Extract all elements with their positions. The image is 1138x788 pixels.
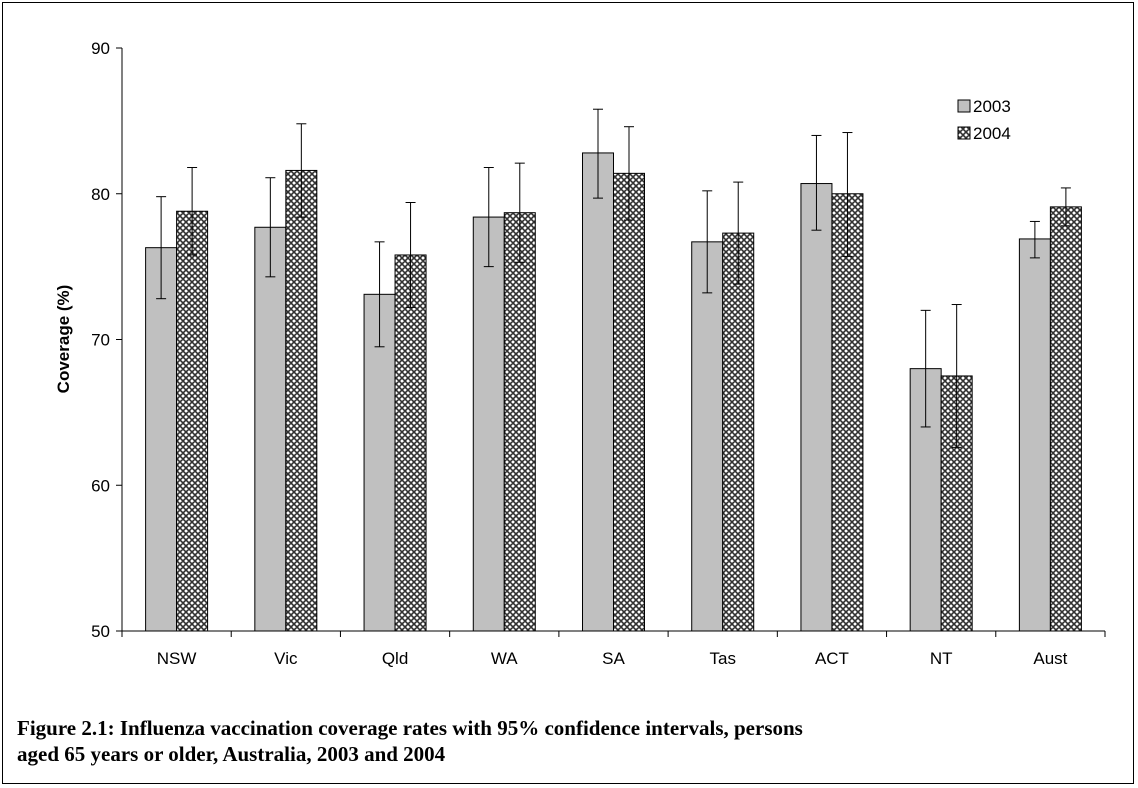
- legend: 2003 2004: [957, 97, 1011, 143]
- bar-2004-NT: [940, 375, 973, 632]
- bar-2003-ACT: [800, 183, 833, 632]
- x-tick-label: NT: [930, 649, 953, 668]
- x-tick-label: Tas: [709, 649, 735, 668]
- bar-2004-WA: [503, 212, 536, 632]
- x-labels-layer: NSW Vic Qld WA SA Tas ACT NT Aust: [121, 631, 1106, 668]
- bar-2004-Aust: [1049, 206, 1082, 632]
- bar-2003-WA: [472, 216, 505, 632]
- y-tick-label: 70: [91, 331, 110, 350]
- bar-2003-SA: [582, 152, 614, 632]
- bar-2003-Aust: [1018, 238, 1051, 632]
- bar-2003-Vic: [254, 226, 287, 632]
- x-tick-label: WA: [491, 649, 518, 668]
- x-tick-label: NSW: [157, 649, 197, 668]
- x-tick-label: Aust: [1033, 649, 1067, 668]
- bar-2004-SA: [613, 172, 645, 632]
- bar-2003-Qld: [363, 293, 396, 632]
- legend-label-2004: 2004: [973, 124, 1011, 143]
- bar-chart: 50 60 70 80 90 NSW Vic Qld WA SA Tas ACT NT Aust Cov…: [54, 39, 1106, 668]
- y-tick-label: 90: [91, 39, 110, 58]
- bar-2003-NSW: [145, 247, 178, 632]
- x-tick-label: ACT: [815, 649, 849, 668]
- bar-2004-ACT: [831, 193, 864, 632]
- bars-layer: [145, 152, 1082, 632]
- y-tick-label: 50: [91, 622, 110, 641]
- legend-swatch-2004: [957, 126, 971, 140]
- bar-2004-Vic: [285, 169, 318, 632]
- legend-label-2003: 2003: [973, 97, 1011, 116]
- caption-line-1: Figure 2.1: Influenza vaccination covera…: [17, 716, 803, 740]
- error-bars-layer: [156, 108, 1071, 448]
- figure-caption: Figure 2.1: Influenza vaccination covera…: [17, 715, 1117, 767]
- caption-line-2: aged 65 years or older, Australia, 2003 …: [17, 742, 446, 766]
- y-tick-label: 80: [91, 185, 110, 204]
- bar-2004-Tas: [722, 232, 755, 632]
- x-tick-label: Vic: [274, 649, 298, 668]
- y-axis-title: Coverage (%): [54, 285, 73, 394]
- legend-swatch-2003: [957, 99, 971, 113]
- y-tick-label: 60: [91, 476, 110, 495]
- bar-2004-NSW: [176, 210, 209, 632]
- bar-2003-Tas: [691, 241, 724, 632]
- x-tick-label: Qld: [382, 649, 408, 668]
- y-ticks-layer: 50 60 70 80 90: [91, 39, 122, 641]
- x-tick-label: SA: [602, 649, 625, 668]
- bar-2004-Qld: [394, 254, 427, 632]
